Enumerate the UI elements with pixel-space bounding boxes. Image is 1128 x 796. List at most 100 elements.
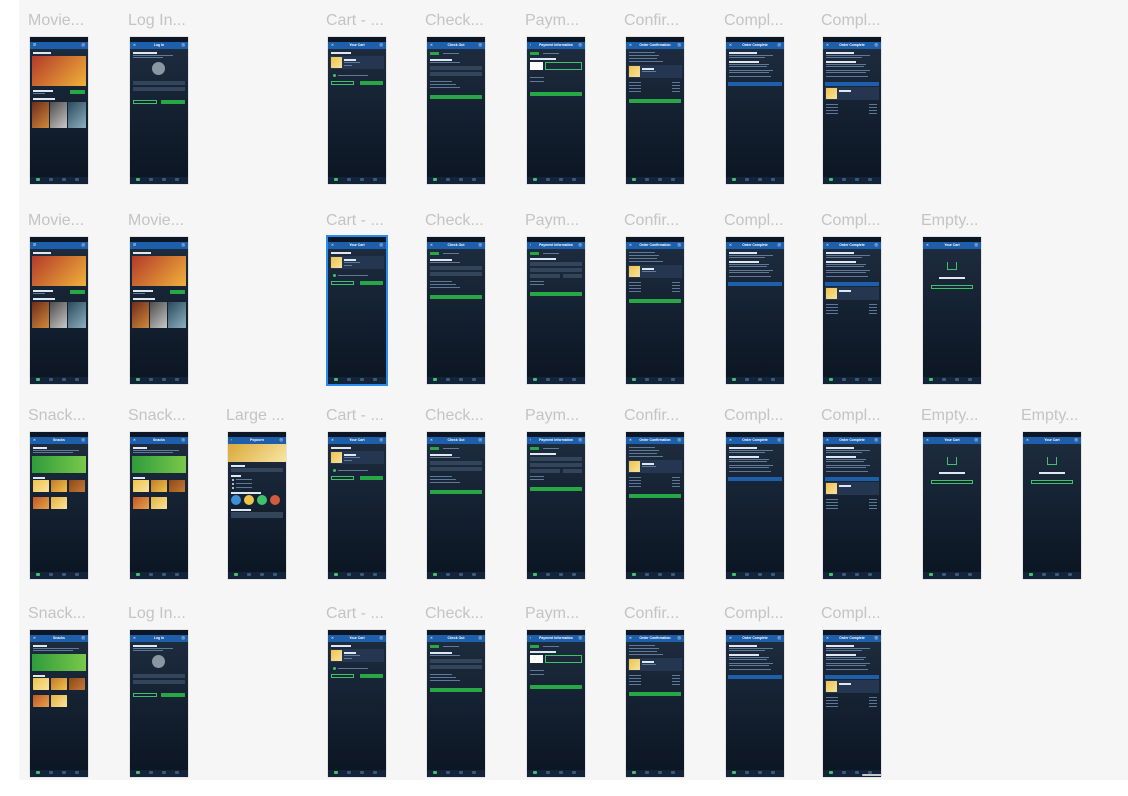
radio-icon[interactable] (232, 487, 234, 489)
tab-icon[interactable] (572, 573, 576, 576)
tab-icon[interactable] (732, 771, 736, 774)
pickup-tab[interactable] (430, 645, 439, 648)
tab-bar[interactable] (30, 177, 88, 184)
tab-icon[interactable] (771, 573, 775, 576)
tab-icon[interactable] (745, 378, 749, 381)
tab-icon[interactable] (136, 378, 140, 381)
tab-icon[interactable] (75, 573, 79, 576)
tab-icon[interactable] (955, 573, 959, 576)
artboard-title[interactable]: Movie... (28, 212, 85, 229)
tab-icon[interactable] (446, 771, 450, 774)
tab-icon[interactable] (334, 178, 338, 181)
tab-icon[interactable] (247, 573, 251, 576)
tab-icon[interactable] (658, 771, 662, 774)
tab-icon[interactable] (36, 771, 40, 774)
artboard-title[interactable]: Log In... (128, 605, 186, 622)
buy-tickets-button[interactable] (70, 90, 85, 94)
tab-bar[interactable] (823, 177, 881, 184)
tab-bar[interactable] (726, 770, 784, 777)
tab-icon[interactable] (149, 771, 153, 774)
artboard-title[interactable]: Snack... (28, 605, 86, 622)
tab-icon[interactable] (472, 573, 476, 576)
tab-icon[interactable] (559, 178, 563, 181)
phone-screen[interactable]: ✕ Your Cart ⛒ (923, 237, 981, 384)
confirm-order-button[interactable] (530, 92, 582, 96)
add-items-button[interactable] (331, 674, 354, 678)
tab-bar[interactable] (328, 572, 386, 579)
cvv-field[interactable] (563, 274, 582, 278)
tab-bar[interactable] (726, 572, 784, 579)
tab-bar[interactable] (427, 770, 485, 777)
tab-icon[interactable] (175, 771, 179, 774)
phone-screen[interactable]: ✕ Your Cart ⛒ (328, 237, 386, 384)
tab-icon[interactable] (472, 178, 476, 181)
tab-icon[interactable] (671, 178, 675, 181)
expiry-field[interactable] (530, 469, 560, 473)
sign-up-button[interactable] (133, 693, 157, 697)
tab-icon[interactable] (955, 378, 959, 381)
artboard-title[interactable]: Compl... (821, 407, 881, 424)
artboard-title[interactable]: Compl... (821, 212, 881, 229)
phone-screen[interactable]: ✕ Order Confirmation ⛒ (626, 237, 684, 384)
artboard-title[interactable]: Confir... (624, 212, 680, 229)
tab-icon[interactable] (136, 771, 140, 774)
add-items-button[interactable] (931, 285, 973, 289)
phone-screen[interactable]: ✕ Your Cart ⛒ (328, 432, 386, 579)
tab-bar[interactable] (427, 377, 485, 384)
tab-icon[interactable] (459, 573, 463, 576)
topping-option[interactable] (270, 495, 280, 505)
tab-icon[interactable] (658, 573, 662, 576)
tab-bar[interactable] (626, 572, 684, 579)
radio-icon[interactable] (232, 483, 234, 485)
proceed-to-payment-button[interactable] (430, 490, 482, 494)
tab-icon[interactable] (1029, 573, 1033, 576)
tab-icon[interactable] (162, 573, 166, 576)
tab-bar[interactable] (626, 770, 684, 777)
tab-icon[interactable] (36, 178, 40, 181)
email-field[interactable] (133, 81, 185, 85)
radio-icon[interactable] (232, 479, 234, 481)
tab-bar[interactable] (130, 572, 188, 579)
tab-icon[interactable] (732, 378, 736, 381)
tab-icon[interactable] (868, 178, 872, 181)
saved-tab[interactable] (530, 645, 539, 648)
artboard-title[interactable]: Check... (425, 407, 484, 424)
artboard-title[interactable]: Confir... (624, 12, 680, 29)
artboard-title[interactable]: Empty... (921, 407, 979, 424)
tab-icon[interactable] (533, 573, 537, 576)
tab-icon[interactable] (433, 573, 437, 576)
tab-icon[interactable] (533, 378, 537, 381)
buy-tickets-button[interactable] (70, 290, 85, 294)
add-items-button[interactable] (331, 281, 354, 285)
tab-icon[interactable] (546, 178, 550, 181)
special-requests-field[interactable] (231, 512, 283, 518)
artboard-title[interactable]: Snack... (28, 407, 86, 424)
tab-icon[interactable] (572, 178, 576, 181)
phone-screen[interactable]: ✕ Snacks ⛒ (30, 432, 88, 579)
view-order-details-button[interactable] (825, 477, 879, 481)
tab-icon[interactable] (559, 771, 563, 774)
tab-icon[interactable] (260, 573, 264, 576)
tab-bar[interactable] (626, 177, 684, 184)
tab-icon[interactable] (829, 178, 833, 181)
add-items-button[interactable] (1031, 480, 1073, 484)
phone-screen[interactable]: ✕ Order Complete ⛒ (823, 237, 881, 384)
tab-icon[interactable] (842, 178, 846, 181)
tab-bar[interactable] (527, 177, 585, 184)
phone-screen[interactable]: ✕ Check Out ⛒ (427, 237, 485, 384)
tab-icon[interactable] (446, 573, 450, 576)
saved-tab[interactable] (530, 447, 539, 450)
card-number-field[interactable] (530, 457, 582, 461)
cvv-field[interactable] (563, 469, 582, 473)
time-select[interactable] (430, 272, 482, 276)
tab-icon[interactable] (347, 771, 351, 774)
tab-icon[interactable] (433, 378, 437, 381)
tab-icon[interactable] (929, 573, 933, 576)
phone-screen[interactable]: ✕ Snacks ⛒ (30, 630, 88, 777)
tab-bar[interactable] (626, 377, 684, 384)
tab-icon[interactable] (49, 378, 53, 381)
tab-icon[interactable] (855, 378, 859, 381)
phone-screen[interactable]: ✕ Order Confirmation ⛒ (626, 630, 684, 777)
artboard-title[interactable]: Paym... (525, 212, 580, 229)
password-field[interactable] (133, 87, 185, 91)
